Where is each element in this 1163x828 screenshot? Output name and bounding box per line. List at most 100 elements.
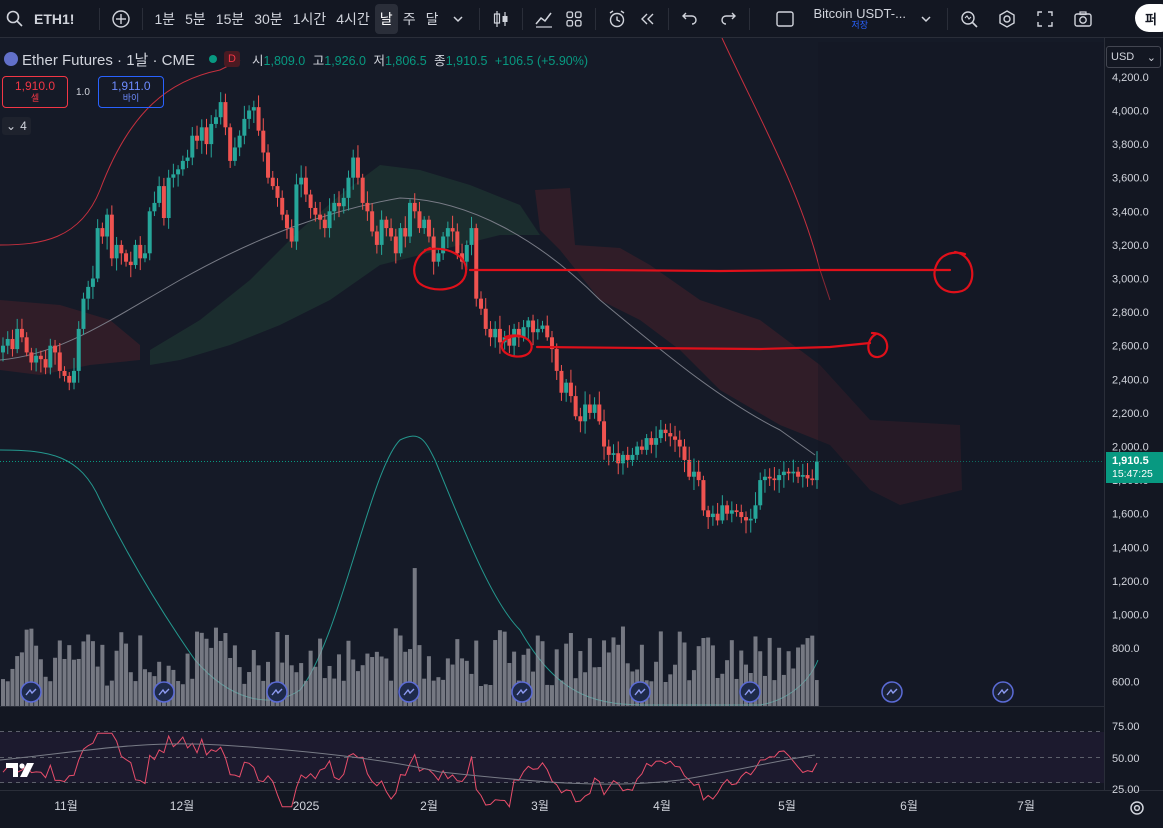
replay-icon[interactable]: [632, 4, 662, 34]
bar-countdown: 15:47:25: [1112, 467, 1153, 480]
interval-1m[interactable]: 1분: [154, 10, 176, 27]
tradingview-logo-icon[interactable]: [4, 760, 38, 780]
candle-body: [772, 478, 777, 481]
camera-snapshot-icon[interactable]: [1068, 4, 1098, 34]
candle-body: [777, 475, 782, 481]
volume-bar: [573, 678, 578, 706]
volume-bar: [322, 678, 327, 706]
volume-bar: [540, 641, 545, 706]
candle-body: [19, 328, 24, 338]
interval-1h[interactable]: 1시간: [292, 10, 327, 27]
fullscreen-icon[interactable]: [1030, 4, 1060, 34]
candle-body: [289, 228, 294, 242]
interval-week[interactable]: 주: [402, 10, 416, 27]
alert-clock-icon[interactable]: [602, 4, 632, 34]
candle-body: [237, 135, 242, 148]
candle-body: [483, 308, 488, 329]
candle-body: [195, 135, 200, 141]
currency-selector[interactable]: USD ⌄: [1106, 46, 1161, 68]
candle-body: [616, 453, 621, 464]
chevron-down-icon[interactable]: [911, 4, 941, 34]
annotation-circle-4: [867, 331, 889, 359]
candle-body: [635, 446, 640, 455]
indicators-icon[interactable]: [529, 4, 559, 34]
last-price: 1,910.5: [1112, 454, 1149, 467]
volume-bar: [691, 670, 696, 706]
symbol-name[interactable]: Ether Futures · 1날 · CME: [22, 51, 196, 69]
event-marker-glyph: [744, 688, 756, 696]
candle-body: [270, 177, 275, 187]
candle-body: [351, 157, 356, 178]
undo-icon[interactable]: [675, 4, 705, 34]
order-quantity[interactable]: 1.0: [76, 87, 90, 98]
symbol-legend: Ether Futures · 1날 · CME D 시1,809.0 고1,9…: [0, 48, 592, 70]
candle-body: [441, 236, 446, 254]
candle-type-icon[interactable]: [486, 4, 516, 34]
candle-body: [691, 471, 696, 477]
candle-body: [346, 177, 351, 198]
layout-grid-icon[interactable]: [559, 4, 589, 34]
volume-bar: [478, 685, 483, 706]
candle-body: [398, 228, 403, 254]
event-marker-icon: [511, 681, 533, 703]
buy-button[interactable]: 1,911.0 바이: [98, 76, 164, 108]
buy-price: 1,911.0: [111, 79, 151, 94]
candle-body: [625, 454, 630, 460]
interval-month[interactable]: 달: [425, 10, 439, 27]
volume-bar: [445, 658, 450, 706]
settings-gear-icon[interactable]: [992, 4, 1022, 34]
event-marker-glyph: [271, 688, 283, 696]
cloud-red-2: [535, 188, 962, 505]
add-symbol-icon[interactable]: [106, 4, 136, 34]
compare-checkbox-icon[interactable]: [770, 4, 800, 34]
candle-body: [275, 186, 280, 198]
event-marker-icon: [398, 681, 420, 703]
volume-bar: [796, 647, 801, 706]
interval-5m[interactable]: 5분: [185, 10, 206, 27]
event-marker-glyph: [158, 688, 170, 696]
interval-30m[interactable]: 30분: [254, 10, 283, 27]
volume-bar: [24, 629, 29, 706]
volume-bar: [370, 657, 375, 706]
chart-canvas[interactable]: 4,200.0 4,000.0 3,800.0 3,600.0 3,400.0 3,200…: [0, 38, 1163, 828]
volume-bar: [758, 651, 763, 706]
time-axis-settings-icon[interactable]: [1126, 797, 1148, 819]
volume-bar: [725, 660, 730, 706]
candle-body: [497, 328, 502, 343]
volume-bar: [625, 663, 630, 706]
interval-15m[interactable]: 15분: [215, 10, 245, 27]
volume-bar: [545, 684, 550, 706]
price-tick-label: 3,400.0: [1112, 206, 1149, 218]
divider: [668, 7, 670, 30]
candle-body: [370, 211, 375, 232]
candle-body: [10, 338, 15, 350]
candle-body: [781, 471, 786, 476]
interval-4h[interactable]: 4시간: [336, 10, 370, 27]
volume-bar: [682, 642, 687, 706]
volume-bar: [521, 654, 526, 706]
search-icon[interactable]: [0, 4, 30, 34]
indicators-collapse-button[interactable]: ⌄ 4: [2, 117, 31, 135]
price-tick-label: 4,000.0: [1112, 106, 1149, 118]
candle-body: [90, 278, 95, 287]
candle-body: [445, 228, 450, 237]
interval-day[interactable]: 날: [374, 3, 398, 34]
time-tick-label: 5월: [778, 799, 796, 813]
chevron-down-icon[interactable]: [443, 4, 473, 34]
divider: [479, 7, 481, 30]
volume-bar: [10, 668, 15, 706]
quick-search-icon[interactable]: [954, 4, 984, 34]
volume-bar: [299, 663, 304, 706]
candle-body: [5, 338, 10, 346]
redo-icon[interactable]: [713, 4, 743, 34]
rsi-line: [2, 732, 818, 808]
publish-button[interactable]: 퍼: [1135, 4, 1163, 32]
compare-symbol-button[interactable]: Bitcoin USDT-... 저장: [808, 4, 910, 34]
volume-bar: [587, 638, 592, 706]
candle-body: [1, 345, 5, 353]
candle-body: [53, 345, 58, 353]
volume-bar: [86, 634, 91, 706]
candle-body: [218, 102, 223, 118]
sell-button[interactable]: 1,910.0 셀: [2, 76, 68, 108]
symbol-search-button[interactable]: ETH1!: [34, 10, 75, 27]
